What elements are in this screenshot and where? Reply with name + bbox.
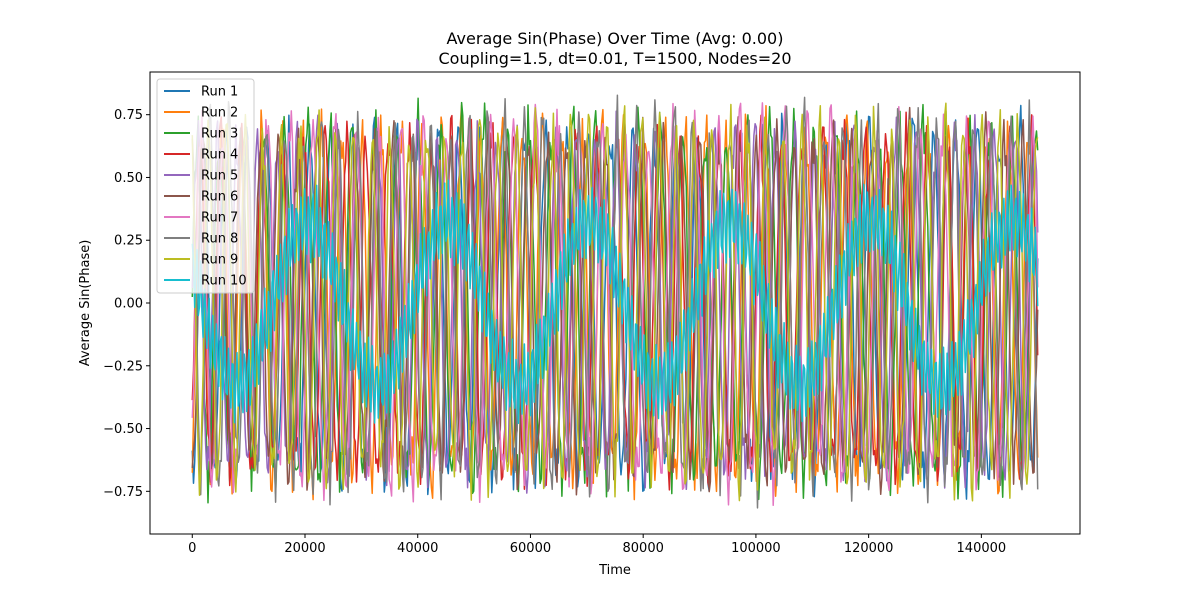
legend-label: Run 9 [201,253,238,268]
x-tick-label: 20000 [284,541,325,556]
legend-label: Run 6 [201,190,238,205]
legend: Run 1 Run 2 Run 3 Run 4 Run 5 Run 6 Run 7 Run 8… [156,78,255,294]
y-tick-label: 0.50 [114,171,143,186]
series-layer [191,94,1039,509]
legend-label: Run 2 [201,106,238,121]
legend-label: Run 5 [201,169,238,184]
series-line-9 [191,102,1039,502]
x-tick-label: 80000 [623,541,664,556]
x-tick-label: 40000 [397,541,438,556]
y-tick-label: −0.50 [103,422,143,437]
series-line-8 [191,94,1039,509]
y-axis-label: Average Sin(Phase) [78,240,93,367]
x-tick-label: 0 [188,541,196,556]
x-tick-label: 60000 [510,541,551,556]
series-line-10 [191,179,1039,425]
chart-title: Average Sin(Phase) Over Time (Avg: 0.00) [447,29,784,48]
legend-label: Run 1 [201,85,238,100]
y-tick-label: 0.75 [114,108,143,123]
legend-label: Run 7 [201,211,238,226]
chart-subtitle: Coupling=1.5, dt=0.01, T=1500, Nodes=20 [438,49,791,68]
legend-label: Run 8 [201,232,238,247]
y-tick-label: 0.25 [114,234,143,249]
x-axis: 0 20000 40000 60000 80000 100000 120000 140000 [188,534,1006,556]
y-axis: −0.75 −0.50 −0.25 0.00 0.25 0.50 0.75 [103,108,150,500]
x-tick-label: 100000 [731,541,781,556]
x-axis-label: Time [598,563,631,578]
x-tick-label: 120000 [844,541,894,556]
y-tick-label: −0.25 [103,359,143,374]
legend-label: Run 4 [201,148,238,163]
y-tick-label: 0.00 [114,297,143,312]
y-tick-label: −0.75 [103,485,143,500]
x-tick-label: 140000 [957,541,1007,556]
legend-label: Run 3 [201,127,238,142]
legend-label: Run 10 [201,274,247,289]
